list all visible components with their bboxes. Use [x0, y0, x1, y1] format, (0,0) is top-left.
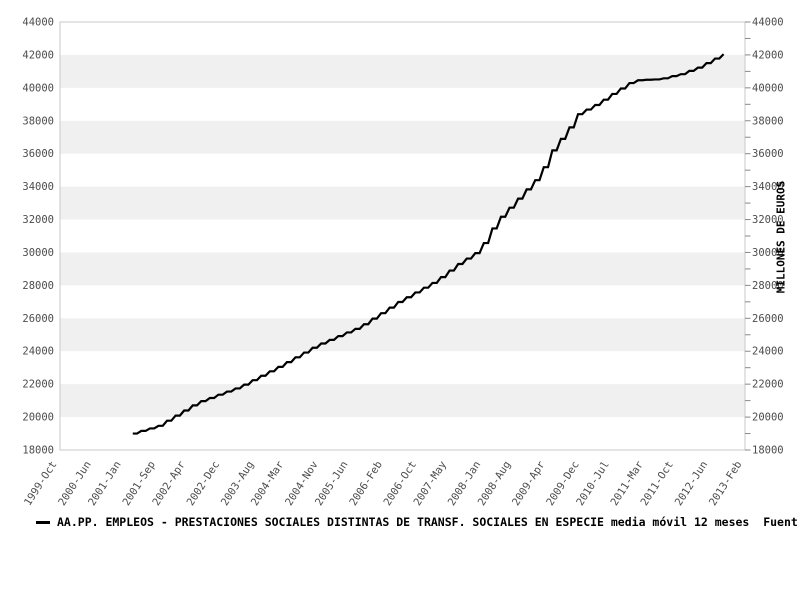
y-tick-label-right: 30000: [752, 247, 784, 259]
y-tick-label-left: 20000: [22, 412, 54, 424]
y-tick-label-right: 22000: [752, 379, 784, 391]
x-tick-label: 2006-Feb: [347, 459, 385, 508]
y-tick-label-left: 36000: [22, 148, 54, 160]
y-tick-label-left: 22000: [22, 379, 54, 391]
y-tick-label-left: 34000: [22, 181, 54, 193]
plot-band: [60, 318, 745, 352]
y-tick-label-right: 26000: [752, 313, 784, 325]
y-tick-label-left: 40000: [22, 82, 54, 94]
y-axis-title-right: MILLONES DE EUROS: [774, 180, 788, 294]
y-tick-label-left: 30000: [22, 247, 54, 259]
x-tick-label: 2002-Dec: [185, 459, 223, 508]
y-tick-label-right: 28000: [752, 280, 784, 292]
y-tick-label-left: 32000: [22, 214, 54, 226]
y-tick-label-right: 18000: [752, 445, 784, 457]
y-tick-label-right: 20000: [752, 412, 784, 424]
y-tick-label-right: 38000: [752, 115, 784, 127]
legend-label: AA.PP. EMPLEOS - PRESTACIONES SOCIALES D…: [57, 515, 798, 529]
y-tick-label-right: 42000: [752, 49, 784, 61]
y-tick-label-left: 42000: [22, 49, 54, 61]
x-tick-label: 2009-Apr: [510, 459, 548, 508]
x-tick-label: 1999-Oct: [22, 459, 60, 508]
data-line: [132, 53, 725, 435]
y-tick-label-left: 28000: [22, 280, 54, 292]
y-tick-label-right: 34000: [752, 181, 784, 193]
x-tick-label: 2012-Jun: [673, 459, 711, 508]
legend-line-marker: [36, 520, 50, 524]
x-tick-label: 2013-Feb: [707, 459, 745, 508]
y-tick-label-right: 44000: [752, 17, 784, 29]
y-tick-label-right: 36000: [752, 148, 784, 160]
y-tick-label-left: 24000: [22, 346, 54, 358]
y-tick-label-left: 18000: [22, 445, 54, 457]
plot-band: [60, 186, 745, 220]
y-tick-label-right: 32000: [752, 214, 784, 226]
y-tick-label-left: 38000: [22, 115, 54, 127]
y-tick-label-right: 40000: [752, 82, 784, 94]
y-tick-label-left: 26000: [22, 313, 54, 325]
plot-band: [60, 384, 745, 418]
y-tick-label-left: 44000: [22, 17, 54, 29]
plot-band: [60, 54, 745, 88]
legend: AA.PP. EMPLEOS - PRESTACIONES SOCIALES D…: [36, 513, 800, 531]
plot-band: [60, 120, 745, 154]
y-tick-label-right: 24000: [752, 346, 784, 358]
plot-band: [60, 252, 745, 286]
